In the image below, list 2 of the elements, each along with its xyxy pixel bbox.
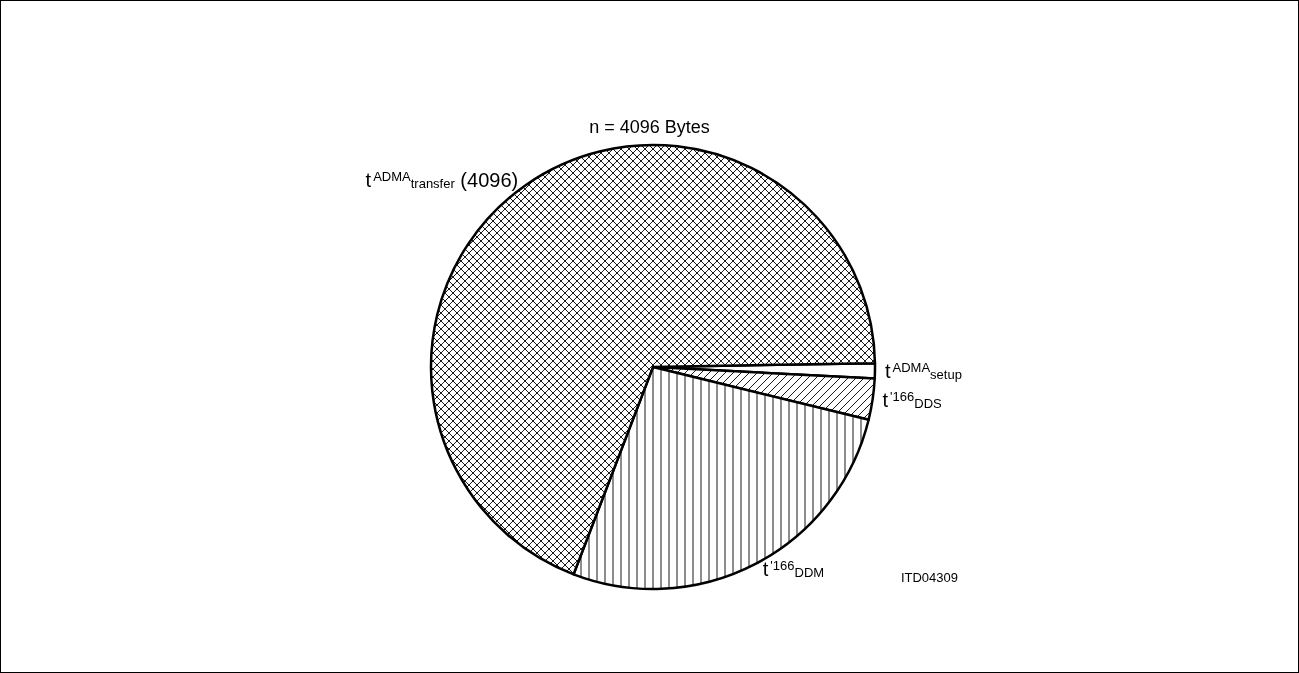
text: ITD04309 <box>900 570 958 585</box>
chart-title: n = 4096 Bytes <box>589 117 710 137</box>
